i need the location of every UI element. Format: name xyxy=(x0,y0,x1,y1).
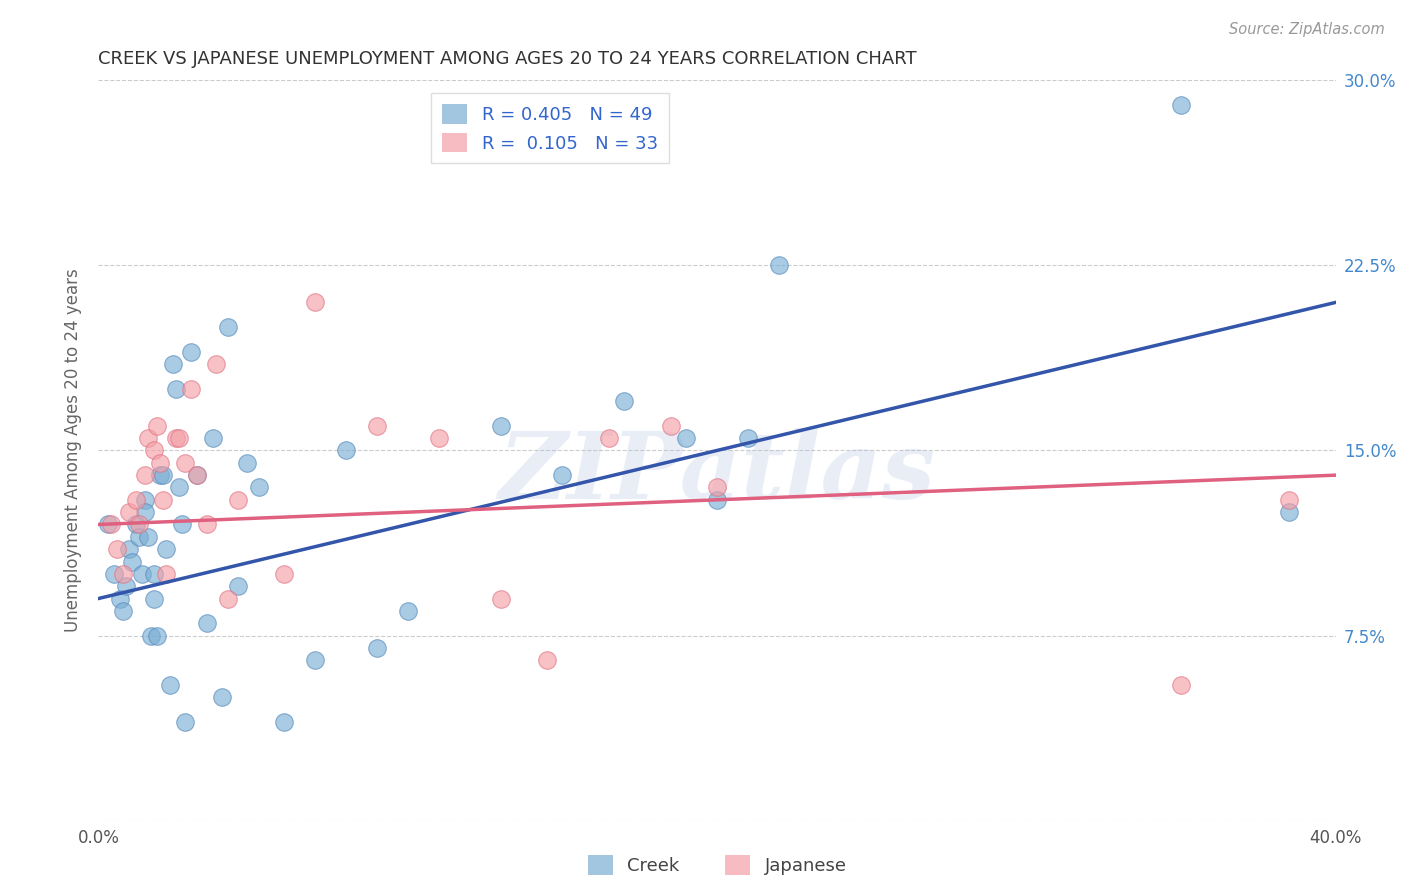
Point xyxy=(1278,505,1301,519)
Point xyxy=(167,431,190,445)
Point xyxy=(236,456,259,470)
Point xyxy=(366,640,388,655)
Point xyxy=(427,431,450,445)
Point xyxy=(152,468,174,483)
Point xyxy=(186,468,208,483)
Point xyxy=(304,653,326,667)
Point xyxy=(162,357,184,371)
Point xyxy=(97,517,120,532)
Point xyxy=(180,344,202,359)
Point xyxy=(134,505,156,519)
Point xyxy=(768,259,790,273)
Point xyxy=(115,579,138,593)
Point xyxy=(226,492,249,507)
Point xyxy=(100,517,122,532)
Point xyxy=(170,517,193,532)
Point xyxy=(217,320,239,334)
Point xyxy=(112,604,135,618)
Point xyxy=(165,431,187,445)
Text: CREEK VS JAPANESE UNEMPLOYMENT AMONG AGES 20 TO 24 YEARS CORRELATION CHART: CREEK VS JAPANESE UNEMPLOYMENT AMONG AGE… xyxy=(98,50,917,68)
Point xyxy=(598,431,620,445)
Point xyxy=(304,295,326,310)
Point xyxy=(143,591,166,606)
Point xyxy=(134,468,156,483)
Point xyxy=(273,566,295,581)
Point xyxy=(180,382,202,396)
Point xyxy=(159,678,181,692)
Point xyxy=(737,431,759,445)
Point xyxy=(613,394,636,409)
Point xyxy=(118,505,141,519)
Point xyxy=(149,456,172,470)
Point xyxy=(124,492,146,507)
Point xyxy=(139,629,162,643)
Text: ZIPatlas: ZIPatlas xyxy=(499,427,935,517)
Point xyxy=(105,542,128,557)
Point xyxy=(174,456,197,470)
Point xyxy=(489,591,512,606)
Point xyxy=(396,604,419,618)
Point xyxy=(366,418,388,433)
Legend: Creek, Japanese: Creek, Japanese xyxy=(581,847,853,882)
Point xyxy=(118,542,141,557)
Point xyxy=(108,591,131,606)
Point xyxy=(155,542,177,557)
Point xyxy=(128,517,150,532)
Point xyxy=(536,653,558,667)
Point xyxy=(706,481,728,495)
Point xyxy=(247,481,270,495)
Text: Source: ZipAtlas.com: Source: ZipAtlas.com xyxy=(1229,22,1385,37)
Point xyxy=(128,530,150,544)
Point xyxy=(186,468,208,483)
Y-axis label: Unemployment Among Ages 20 to 24 years: Unemployment Among Ages 20 to 24 years xyxy=(65,268,83,632)
Point xyxy=(1170,98,1192,112)
Point xyxy=(121,555,143,569)
Point xyxy=(211,690,233,705)
Point xyxy=(195,517,218,532)
Point xyxy=(155,566,177,581)
Point xyxy=(131,566,153,581)
Point xyxy=(201,431,224,445)
Point xyxy=(659,418,682,433)
Point xyxy=(273,714,295,729)
Point xyxy=(165,382,187,396)
Point xyxy=(217,591,239,606)
Point xyxy=(146,629,169,643)
Point xyxy=(149,468,172,483)
Point xyxy=(1278,492,1301,507)
Point xyxy=(143,566,166,581)
Point xyxy=(152,492,174,507)
Point xyxy=(136,530,159,544)
Point xyxy=(1170,678,1192,692)
Point xyxy=(226,579,249,593)
Point xyxy=(136,431,159,445)
Point xyxy=(675,431,697,445)
Point xyxy=(146,418,169,433)
Point xyxy=(174,714,197,729)
Point xyxy=(143,443,166,458)
Point xyxy=(205,357,228,371)
Point xyxy=(103,566,125,581)
Point xyxy=(551,468,574,483)
Point xyxy=(167,481,190,495)
Point xyxy=(112,566,135,581)
Point xyxy=(124,517,146,532)
Point xyxy=(335,443,357,458)
Point xyxy=(195,616,218,631)
Point xyxy=(134,492,156,507)
Point xyxy=(706,492,728,507)
Point xyxy=(489,418,512,433)
